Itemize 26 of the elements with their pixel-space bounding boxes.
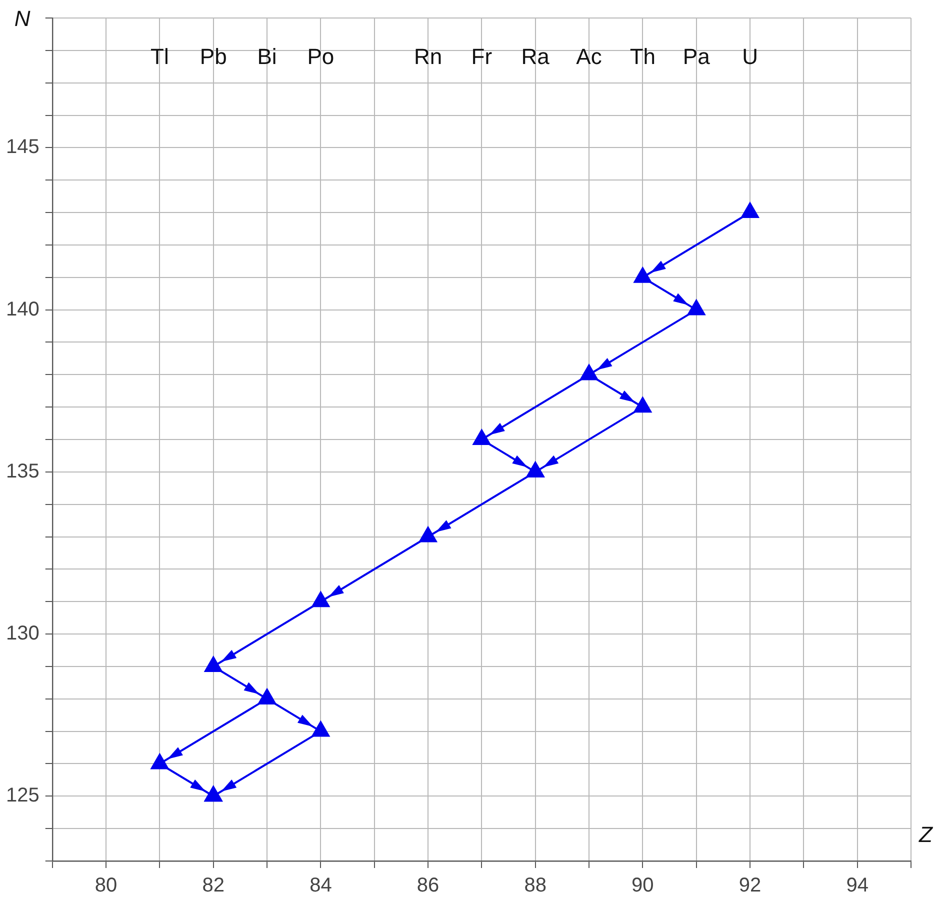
- annotation: Ac: [576, 44, 602, 70]
- annotation: Pb: [200, 44, 227, 70]
- x-tick-label: 86: [416, 874, 440, 897]
- annotation: Fr: [471, 44, 492, 70]
- annotation: Ra: [521, 44, 550, 70]
- x-axis-title: Z: [918, 822, 934, 848]
- annotation: U: [742, 44, 758, 70]
- x-tick-label: 88: [524, 874, 546, 897]
- y-axis-title: N: [14, 6, 30, 32]
- y-tick-label: 135: [6, 460, 40, 482]
- x-tick-label: 90: [632, 874, 654, 897]
- y-tick-label: 130: [6, 622, 40, 645]
- annotation: Tl: [150, 44, 169, 70]
- x-tick-label: 92: [738, 874, 762, 897]
- x-tick-label: 84: [310, 874, 332, 897]
- y-tick-label: 125: [6, 784, 40, 807]
- annotation: Rn: [414, 44, 442, 70]
- x-tick-label: 94: [846, 874, 868, 897]
- x-tick-label: 80: [94, 874, 118, 897]
- annotation: Po: [307, 44, 334, 70]
- annotation: Pa: [682, 44, 711, 70]
- y-tick-label: 145: [6, 136, 40, 158]
- annotation: Th: [630, 44, 656, 70]
- y-tick-label: 140: [6, 298, 40, 320]
- annotation: Bi: [257, 44, 277, 70]
- x-tick-label: 82: [202, 874, 224, 897]
